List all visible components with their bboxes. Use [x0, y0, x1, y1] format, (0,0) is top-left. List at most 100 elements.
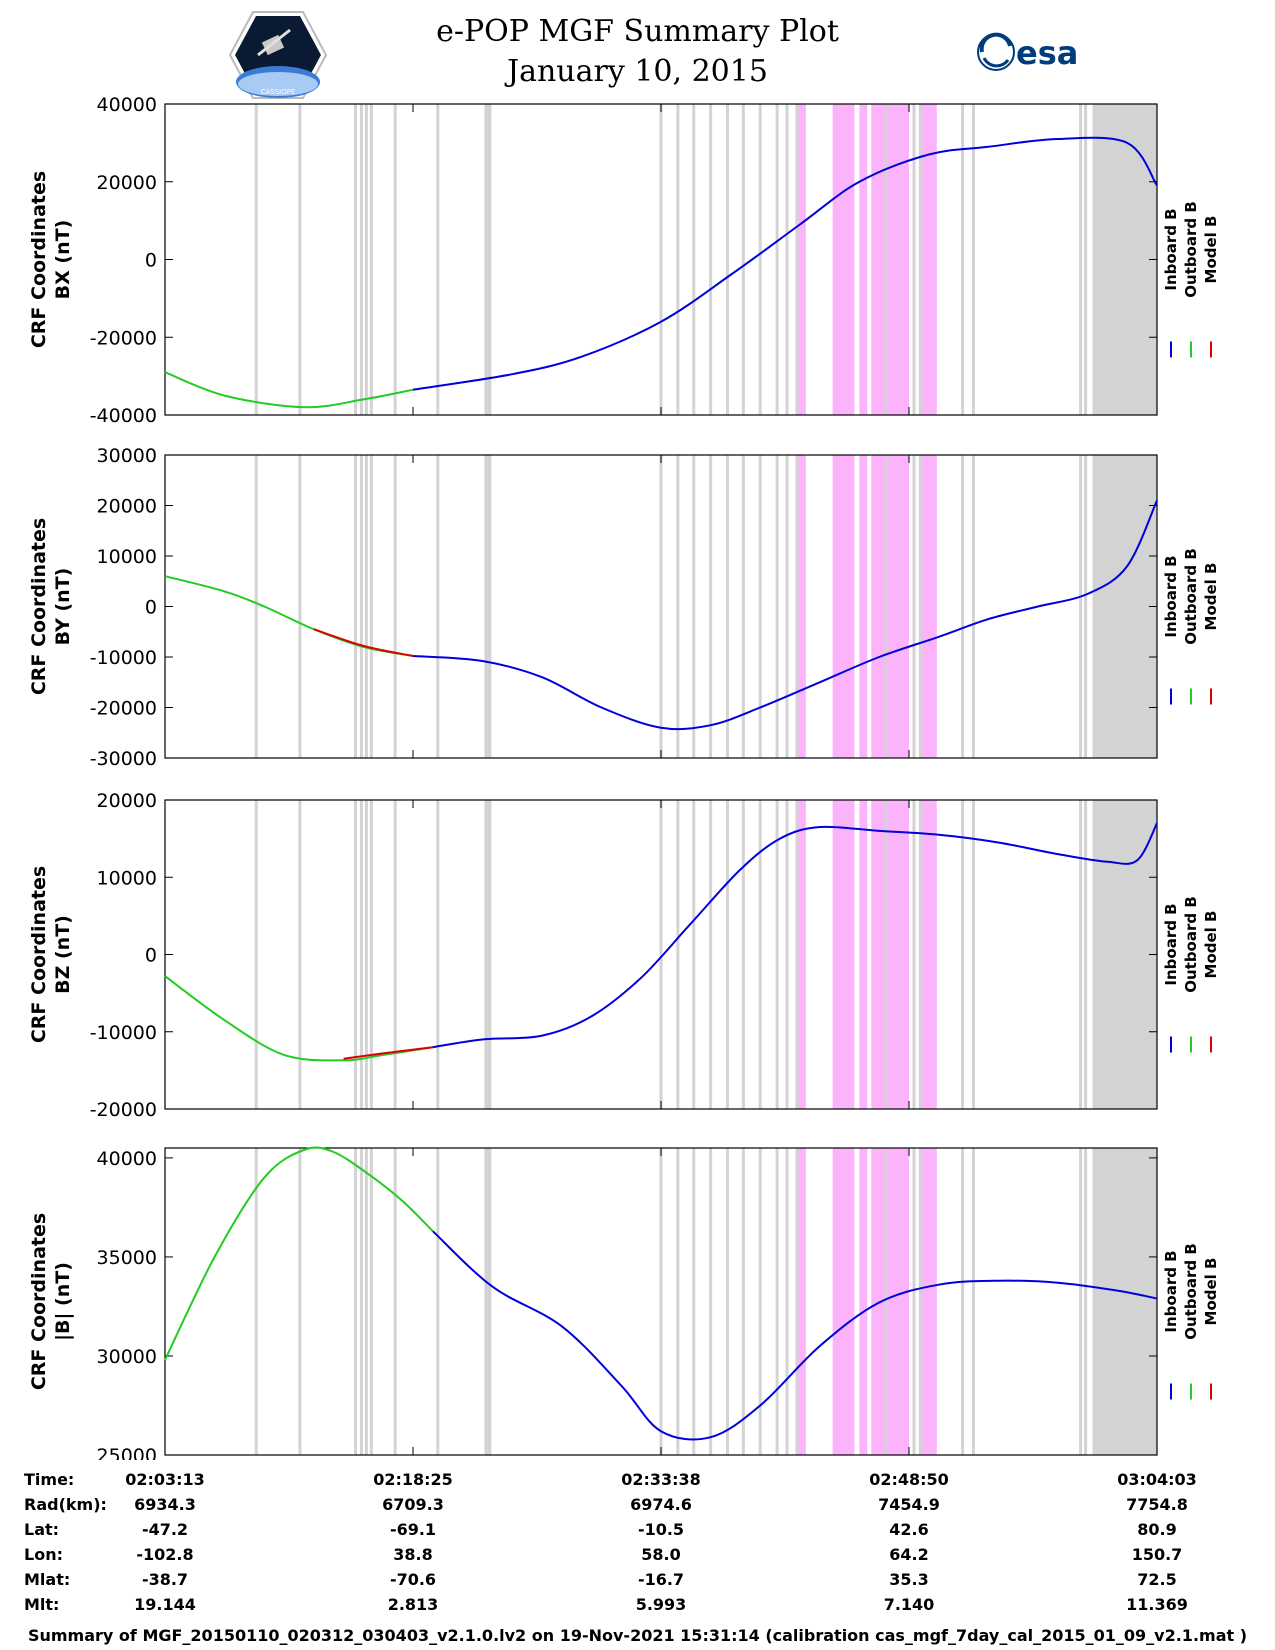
calibration-block	[832, 1148, 855, 1455]
series-line	[343, 1046, 433, 1060]
data-gap-bar	[692, 104, 696, 415]
data-gap-bar	[758, 455, 762, 758]
data-gap-bar	[676, 455, 680, 758]
data-gap-bar	[758, 1148, 762, 1455]
y-tick-label: 0	[145, 250, 157, 272]
y-tick-label: -10000	[90, 647, 157, 669]
legend-label: Outboard B	[1182, 548, 1200, 645]
data-gap-bar	[884, 104, 888, 415]
y-axis-label: |B| (nT)	[52, 1262, 74, 1341]
footer-caption: Summary of MGF_20150110_020312_030403_v2…	[27, 1626, 1248, 1645]
legend-label: Outboard B	[1182, 1243, 1200, 1340]
ephemeris-value: 03:04:03	[1117, 1470, 1197, 1489]
data-gap-bar	[709, 455, 713, 758]
y-axis-label: CRF Coordinates	[28, 866, 50, 1043]
esa-logo: esa	[977, 32, 1078, 72]
y-tick-label: 20000	[97, 790, 157, 812]
calibration-block	[859, 104, 868, 415]
data-gap-bar	[775, 455, 779, 758]
data-gap-bar	[298, 104, 302, 415]
data-gap-bar	[436, 455, 440, 758]
data-gap-bar	[353, 1148, 357, 1455]
data-gap-bar	[758, 800, 762, 1109]
data-gap-bar	[393, 800, 397, 1109]
ephemeris-row-label: Mlat:	[24, 1570, 71, 1589]
ephemeris-value: 19.144	[134, 1595, 196, 1614]
data-gap-bar	[741, 1148, 745, 1455]
legend-label: Inboard B	[1162, 555, 1180, 637]
data-gap-bar	[1079, 104, 1083, 415]
calibration-block	[871, 800, 909, 1109]
data-gap-bar	[795, 800, 799, 1109]
calibration-block	[832, 800, 855, 1109]
y-tick-label: 30000	[97, 445, 157, 467]
ephemeris-row: Mlat: -38.7 -70.6 -16.7 35.3 72.5	[0, 1570, 1275, 1594]
data-gap-bar	[254, 1148, 258, 1455]
ephemeris-row: Lat: -47.2 -69.1 -10.5 42.6 80.9	[0, 1520, 1275, 1544]
data-gap-bar	[692, 800, 696, 1109]
legend-label: Inboard B	[1162, 1250, 1180, 1332]
ephemeris-value: -16.7	[637, 1570, 685, 1589]
legend-label: Model B	[1202, 216, 1220, 284]
data-gap-bar	[795, 104, 799, 415]
data-gap-bar	[919, 455, 923, 758]
data-gap-bar	[254, 455, 258, 758]
ephemeris-value: 02:18:25	[373, 1470, 453, 1489]
y-tick-label: 25000	[97, 1445, 157, 1460]
data-gap-bar	[961, 455, 965, 758]
data-gap-bar	[369, 800, 373, 1109]
data-gap-bar	[741, 455, 745, 758]
ephemeris-value: 72.5	[1137, 1570, 1177, 1589]
calibration-block	[859, 800, 868, 1109]
series-line	[412, 136, 1158, 391]
data-gap-bar	[393, 455, 397, 758]
data-gap-bar	[912, 104, 916, 415]
data-gap-bar	[364, 104, 368, 415]
data-gap-bar	[1079, 455, 1083, 758]
data-gap-bar	[1079, 1148, 1083, 1455]
y-tick-label: 20000	[97, 172, 157, 194]
ephemeris-row: Lon: -102.8 38.8 58.0 64.2 150.7	[0, 1545, 1275, 1569]
data-gap-bar	[971, 1148, 975, 1455]
data-gap-bar	[298, 1148, 302, 1455]
data-gap-bar	[659, 104, 663, 415]
data-gap-bar	[254, 800, 258, 1109]
ephemeris-value: -69.1	[389, 1520, 437, 1539]
legend-label: Inboard B	[1162, 208, 1180, 290]
data-gap-bar	[487, 800, 491, 1109]
cassiope-logo-text: CASSIOPE	[261, 88, 296, 96]
data-gap-bar	[919, 1148, 923, 1455]
data-gap-block	[1092, 1148, 1157, 1455]
data-gap-bar	[436, 800, 440, 1109]
legend-label: Outboard B	[1182, 896, 1200, 993]
y-axis-label: CRF Coordinates	[28, 171, 50, 348]
ephemeris-value: 7454.9	[878, 1495, 940, 1514]
ephemeris-table: Time: 02:03:13 02:18:25 02:33:38 02:48:50 03:…	[0, 1462, 1275, 1622]
data-gap-bar	[364, 800, 368, 1109]
y-tick-label: 20000	[97, 496, 157, 518]
ephemeris-value: 7754.8	[1126, 1495, 1188, 1514]
data-gap-bar	[1084, 104, 1088, 415]
data-gap-bar	[393, 1148, 397, 1455]
y-tick-label: 0	[145, 945, 157, 967]
plot-title: e-POP MGF Summary Plot January 10, 2015	[0, 12, 1275, 92]
cassiope-logo: CASSIOPE	[228, 11, 328, 99]
data-gap-bar	[971, 800, 975, 1109]
ephemeris-value: 38.8	[393, 1545, 433, 1564]
data-gap-bar	[659, 455, 663, 758]
data-gap-bar	[785, 800, 789, 1109]
data-gap-bar	[659, 800, 663, 1109]
data-gap-bar	[709, 104, 713, 415]
data-gap-bar	[912, 455, 916, 758]
ephemeris-value: 58.0	[641, 1545, 681, 1564]
y-tick-label: -20000	[90, 327, 157, 349]
ephemeris-value: 02:03:13	[125, 1470, 205, 1489]
series-line	[164, 975, 433, 1062]
data-gap-bar	[1079, 800, 1083, 1109]
title-line-2: January 10, 2015	[507, 54, 768, 89]
esa-logo-text: esa	[1016, 34, 1078, 72]
ephemeris-row: Time: 02:03:13 02:18:25 02:33:38 02:48:50 03:…	[0, 1470, 1275, 1494]
ephemeris-row: Mlt: 19.144 2.813 5.993 7.140 11.369	[0, 1595, 1275, 1619]
title-line-1: e-POP MGF Summary Plot	[436, 14, 839, 49]
ephemeris-value: 5.993	[635, 1595, 687, 1614]
